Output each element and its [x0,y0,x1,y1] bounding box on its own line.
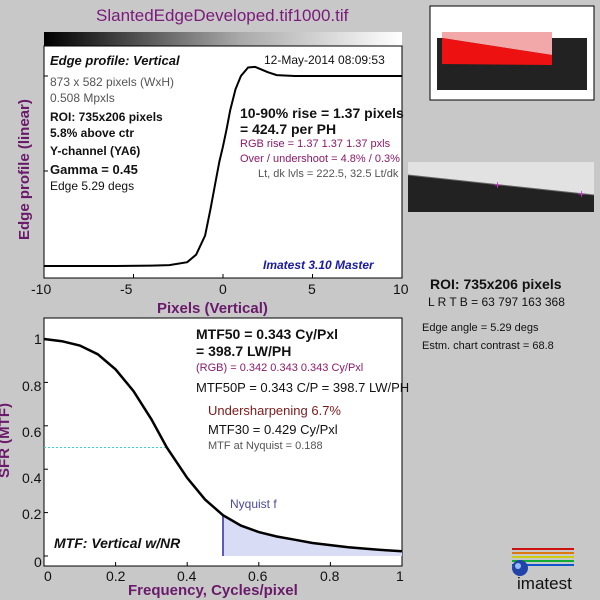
mtf-series-line [43,337,403,553]
edge-xtick-neg5: -5 [120,281,133,297]
mtf-axis-ticks [43,338,403,566]
nyquist-label: Nyquist f [230,497,277,511]
edge-degrees: Edge 5.29 degs [50,179,135,193]
edge-axis-ticks [43,75,403,278]
figure-title: SlantedEdgeDeveloped.tif1000.tif [96,6,349,25]
roi-crop-marker-2: + [578,187,585,201]
mtf-ytick-1: 1 [34,331,42,347]
mtf-ytick-04: 0.4 [22,470,42,486]
mtf-ytick-0: 0 [34,554,42,570]
edge-datetime: 12-May-2014 08:09:53 [264,53,385,67]
roi-crop-edge [407,174,595,196]
mtf-xtick-08: 0.8 [320,568,340,584]
mtf-xtick-04: 0.4 [177,568,197,584]
edge-xtick-0: 0 [219,281,227,297]
edge-info-1: 873 x 582 pixels (WxH) [50,75,175,89]
mtf50p: MTF50P = 0.343 C/P = 398.7 LW/PH [196,380,410,395]
roi-crop-marker-1: + [494,178,501,192]
mtf-ytick-02: 0.2 [22,506,42,522]
mtf-footer: MTF: Vertical w/NR [54,535,181,551]
edge-levels: Lt, dk lvls = 222.5, 32.5 Lt/dk [258,168,399,180]
edge-profile-series-line [44,65,402,267]
edge-rise-2: = 424.7 per PH [240,121,337,137]
edge-rise-1: 10-90% rise = 1.37 pixels [240,105,404,121]
edge-xtick-neg10: -10 [31,281,52,297]
edge-rgb-rise: RGB rise = 1.37 1.37 1.37 pxls [240,138,391,150]
edge-xtick-10: 10 [393,281,409,297]
mtf-rgb: (RGB) = 0.342 0.343 0.343 Cy/Pxl [196,362,364,374]
edge-xlabel: Pixels (Vertical) [157,300,268,317]
logo-stripe-4 [512,560,574,562]
edge-plot-area [43,45,403,279]
right-contrast: Estm. chart contrast = 68.8 [422,340,554,352]
mtf-ytick-08: 0.8 [22,378,42,394]
mtf-xtick-02: 0.2 [106,568,126,584]
edge-gamma: Gamma = 0.45 [50,162,138,177]
edge-thumbnail-red [442,38,552,65]
edge-thumbnail-light [442,32,552,55]
edge-heading: Edge profile: Vertical [50,53,180,68]
edge-roi: ROI: 735x206 pixels [50,110,163,124]
right-edge-angle: Edge angle = 5.29 degs [422,322,539,334]
logo-dot-highlight [515,563,521,569]
right-roi: ROI: 735x206 pixels [430,276,562,292]
mtf-xtick-0: 0 [44,568,52,584]
edge-overshoot: Over / undershoot = 4.8% / 0.3% [240,153,400,165]
edge-info-2: 0.508 Mpxls [50,91,115,105]
logo-text: imatest [517,574,572,593]
edge-ylabel: Edge profile (linear) [16,99,33,240]
logo-stripe-5 [512,564,574,566]
mtf-xtick-06: 0.6 [248,568,268,584]
gradient-strip [44,32,402,46]
mtf50-line-2: = 398.7 LW/PH [196,343,292,359]
mtf-ytick-06: 0.6 [22,424,42,440]
mtf-xtick-1: 1 [396,568,404,584]
edge-above-ctr: 5.8% above ctr [50,126,135,140]
imatest-logo [512,548,574,576]
edge-version: Imatest 3.10 Master [263,258,374,272]
mtf-ylabel: SFR (MTF) [0,403,13,478]
mtf30: MTF30 = 0.429 Cy/Pxl [208,422,338,437]
edge-xtick-5: 5 [308,281,316,297]
logo-stripe-3 [512,556,574,558]
roi-crop-light [408,162,594,195]
beyond-nyquist-fill [223,515,402,556]
right-lrtb: L R T B = 63 797 163 368 [428,295,565,309]
edge-channel: Y-channel (YA6) [50,144,141,158]
mtf50-line-1: MTF50 = 0.343 Cy/Pxl [196,326,339,342]
mtf-undersharpening: Undersharpening 6.7% [208,403,341,418]
logo-stripe-2 [512,552,574,554]
mtf-at-nyquist: MTF at Nyquist = 0.188 [208,440,323,452]
mtf-xlabel: Frequency, Cycles/pixel [128,582,298,599]
logo-stripe-1 [512,548,574,550]
